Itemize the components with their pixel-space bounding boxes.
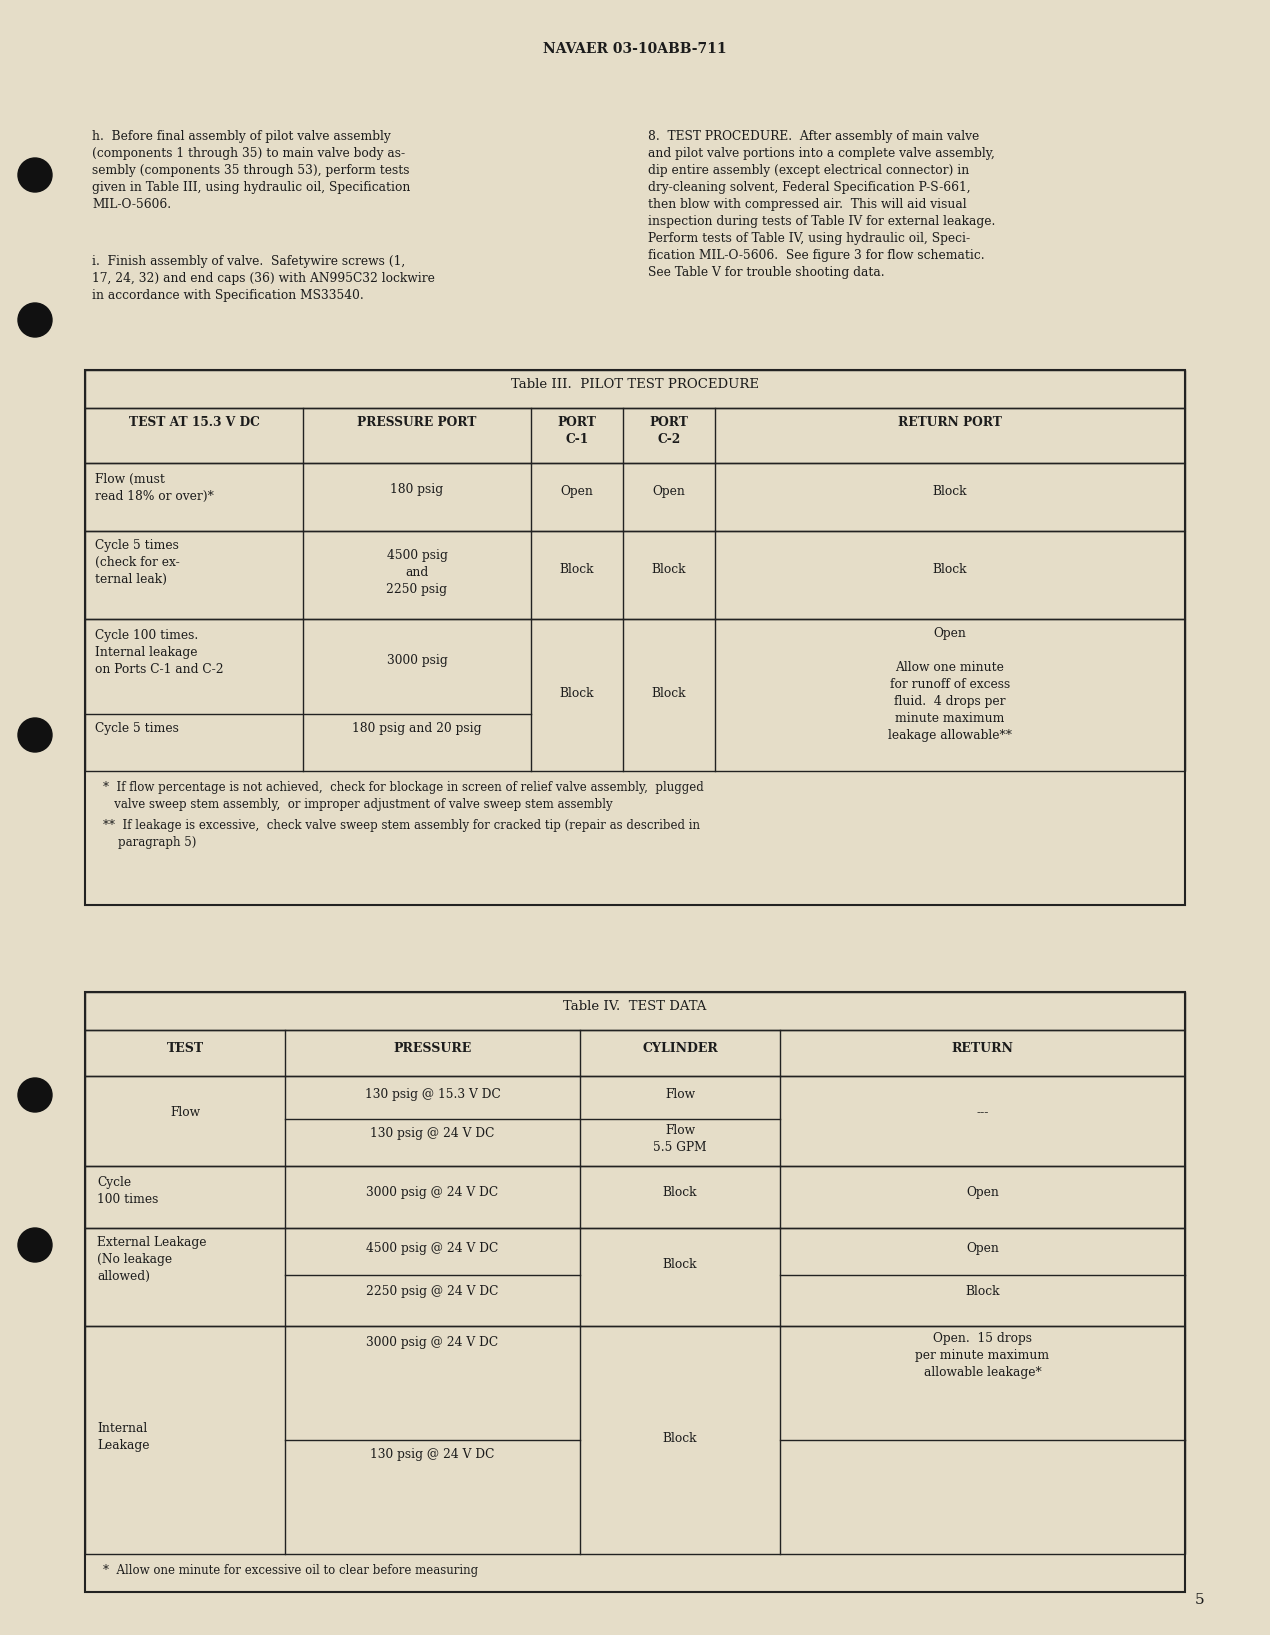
Text: Cycle 100 times.
Internal leakage
on Ports C-1 and C-2: Cycle 100 times. Internal leakage on Por… — [95, 629, 224, 675]
Text: 4500 psig
and
2250 psig: 4500 psig and 2250 psig — [386, 549, 447, 597]
Text: TEST: TEST — [166, 1041, 203, 1055]
Bar — [85, 370, 1185, 906]
Text: 4500 psig @ 24 V DC: 4500 psig @ 24 V DC — [366, 1243, 499, 1256]
Bar — [85, 992, 1185, 1030]
Text: 3000 psig @ 24 V DC: 3000 psig @ 24 V DC — [367, 1336, 499, 1349]
Text: 2250 psig @ 24 V DC: 2250 psig @ 24 V DC — [366, 1285, 499, 1298]
Text: 3000 psig @ 24 V DC: 3000 psig @ 24 V DC — [367, 1185, 499, 1198]
Text: Flow
5.5 GPM: Flow 5.5 GPM — [653, 1123, 707, 1154]
Circle shape — [18, 1228, 52, 1262]
Text: **  If leakage is excessive,  check valve sweep stem assembly for cracked tip (r: ** If leakage is excessive, check valve … — [103, 819, 700, 849]
Text: Open

Allow one minute
for runoff of excess
fluid.  4 drops per
minute maximum
l: Open Allow one minute for runoff of exce… — [888, 626, 1012, 742]
Bar — [85, 1076, 1185, 1166]
Text: ---: --- — [977, 1105, 988, 1118]
Text: Table IV.  TEST DATA: Table IV. TEST DATA — [564, 1001, 706, 1014]
Text: Block: Block — [652, 687, 686, 700]
Text: *  Allow one minute for excessive oil to clear before measuring: * Allow one minute for excessive oil to … — [103, 1565, 478, 1578]
Text: 130 psig @ 24 V DC: 130 psig @ 24 V DC — [371, 1127, 495, 1140]
Text: PRESSURE PORT: PRESSURE PORT — [357, 415, 476, 428]
Text: Block: Block — [560, 687, 594, 700]
Text: Block: Block — [663, 1185, 697, 1198]
Text: PRESSURE: PRESSURE — [394, 1041, 471, 1055]
Text: Block: Block — [560, 562, 594, 576]
Bar — [85, 992, 1185, 1592]
Text: h.  Before final assembly of pilot valve assembly
(components 1 through 35) to m: h. Before final assembly of pilot valve … — [91, 131, 410, 211]
Text: Open: Open — [560, 486, 593, 499]
Text: Cycle
100 times: Cycle 100 times — [97, 1176, 159, 1207]
Text: Block: Block — [932, 562, 968, 576]
Text: 3000 psig: 3000 psig — [386, 654, 447, 667]
Bar — [85, 620, 1185, 772]
Text: Block: Block — [663, 1432, 697, 1445]
Text: 130 psig @ 15.3 V DC: 130 psig @ 15.3 V DC — [364, 1087, 500, 1100]
Text: TEST AT 15.3 V DC: TEST AT 15.3 V DC — [128, 415, 259, 428]
Bar — [85, 409, 1185, 463]
Text: CYLINDER: CYLINDER — [643, 1041, 718, 1055]
Text: Flow: Flow — [665, 1087, 695, 1100]
Text: PORT
C-1: PORT C-1 — [558, 415, 597, 446]
Circle shape — [18, 1077, 52, 1112]
Text: Open: Open — [966, 1243, 999, 1256]
Text: Cycle 5 times: Cycle 5 times — [95, 723, 179, 736]
Text: Block: Block — [965, 1285, 999, 1298]
Circle shape — [18, 302, 52, 337]
Text: Open: Open — [966, 1185, 999, 1198]
Text: 180 psig: 180 psig — [390, 482, 443, 495]
Bar — [85, 1228, 1185, 1326]
Text: External Leakage
(No leakage
allowed): External Leakage (No leakage allowed) — [97, 1236, 207, 1283]
Text: RETURN: RETURN — [951, 1041, 1013, 1055]
Text: RETURN PORT: RETURN PORT — [898, 415, 1002, 428]
Text: 8.  TEST PROCEDURE.  After assembly of main valve
and pilot valve portions into : 8. TEST PROCEDURE. After assembly of mai… — [648, 131, 996, 280]
Text: Block: Block — [932, 486, 968, 499]
Text: Open: Open — [653, 486, 686, 499]
Text: 180 psig and 20 psig: 180 psig and 20 psig — [352, 723, 481, 736]
Text: Cycle 5 times
(check for ex-
ternal leak): Cycle 5 times (check for ex- ternal leak… — [95, 540, 180, 585]
Bar — [85, 1030, 1185, 1076]
Text: Flow: Flow — [170, 1105, 201, 1118]
Text: Block: Block — [652, 562, 686, 576]
Bar — [85, 370, 1185, 409]
Text: Internal
Leakage: Internal Leakage — [97, 1422, 150, 1452]
Circle shape — [18, 718, 52, 752]
Text: Open.  15 drops
per minute maximum
allowable leakage*: Open. 15 drops per minute maximum allowa… — [916, 1333, 1049, 1378]
Text: Table III.  PILOT TEST PROCEDURE: Table III. PILOT TEST PROCEDURE — [511, 378, 759, 391]
Text: 130 psig @ 24 V DC: 130 psig @ 24 V DC — [371, 1449, 495, 1462]
Bar — [85, 1166, 1185, 1228]
Text: 5: 5 — [1195, 1592, 1205, 1607]
Text: *  If flow percentage is not achieved,  check for blockage in screen of relief v: * If flow percentage is not achieved, ch… — [103, 782, 704, 811]
Text: PORT
C-2: PORT C-2 — [649, 415, 688, 446]
Bar — [85, 463, 1185, 531]
Text: Flow (must
read 18% or over)*: Flow (must read 18% or over)* — [95, 473, 213, 504]
Bar — [85, 531, 1185, 620]
Bar — [85, 1326, 1185, 1553]
Text: NAVAER 03-10ABB-711: NAVAER 03-10ABB-711 — [544, 43, 726, 56]
Text: i.  Finish assembly of valve.  Safetywire screws (1,
17, 24, 32) and end caps (3: i. Finish assembly of valve. Safetywire … — [91, 255, 434, 302]
Circle shape — [18, 159, 52, 191]
Text: Block: Block — [663, 1257, 697, 1270]
